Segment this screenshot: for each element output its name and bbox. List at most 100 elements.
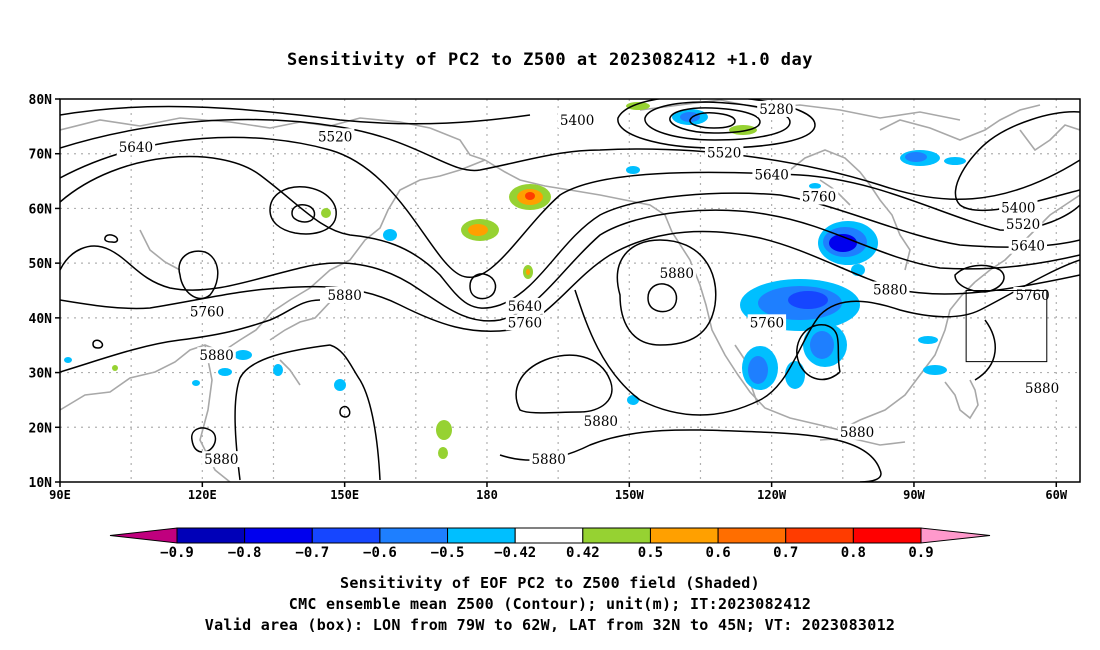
lat-label: 30N <box>29 367 53 382</box>
contour-label: 5760 <box>750 315 784 331</box>
contour-label-bg <box>325 286 364 303</box>
lat-label: 20N <box>29 421 53 436</box>
contour-label-bg <box>999 199 1038 216</box>
contour-label-bg <box>187 303 227 320</box>
colorbar-label: 0.9 <box>908 545 933 561</box>
contour-label: 5640 <box>754 168 788 184</box>
colorbar-label: 0.5 <box>638 545 663 561</box>
colorbar-bin <box>852 527 922 544</box>
colorbar-bin <box>785 527 854 544</box>
colorbar-high-triangle <box>920 527 991 544</box>
contour-label: 5520 <box>707 146 741 162</box>
contour-label: 5760 <box>190 304 224 320</box>
lat-label: 70N <box>29 148 53 163</box>
lon-label: 150W <box>615 488 645 502</box>
contour-label: 5640 <box>508 299 542 315</box>
colorbar-label: 0.8 <box>841 545 866 561</box>
contour-label-bg <box>505 297 545 314</box>
contour-label: 5760 <box>802 189 836 205</box>
colorbar-bin <box>717 527 787 544</box>
colorbar-low-triangle <box>109 527 178 544</box>
contour-label-bg <box>557 111 597 128</box>
contour-label-bg <box>197 347 236 364</box>
colorbar-label: −0.9 <box>160 545 194 561</box>
lon-label: 90W <box>903 488 925 502</box>
contour-label-bg <box>529 451 568 468</box>
lat-label: 60N <box>29 202 53 217</box>
colorbar-bin <box>311 527 381 544</box>
contour-label-bg <box>1022 379 1062 396</box>
contour-label-bg <box>837 423 877 440</box>
lon-label: 150E <box>330 488 359 502</box>
lon-label: 120W <box>757 488 787 502</box>
caption-line-3: Valid area (box): LON from 79W to 62W, L… <box>204 616 896 634</box>
colorbar-label: −0.7 <box>295 545 329 561</box>
colorbar-bin <box>447 527 516 544</box>
lat-label: 80N <box>29 93 53 108</box>
contour-label: 5880 <box>660 266 694 282</box>
lat-label: 10N <box>29 476 53 491</box>
colorbar-bin <box>244 527 313 544</box>
contour-label-bg <box>315 128 355 145</box>
contour-label-bg <box>704 144 744 161</box>
sensitivity-shading <box>64 102 966 459</box>
contour-label: 5520 <box>318 129 352 145</box>
caption-line-2: CMC ensemble mean Z500 (Contour); unit(m… <box>288 595 812 613</box>
colorbar-label: 0.42 <box>566 545 600 561</box>
colorbar-bin <box>514 527 584 544</box>
lon-label: 120E <box>188 488 217 502</box>
contour-label: 5760 <box>508 315 542 331</box>
lon-label: 60W <box>1045 488 1067 502</box>
colorbar-label: 0.6 <box>705 545 730 561</box>
contour-label: 5520 <box>1006 217 1040 233</box>
plot-frame <box>59 98 1081 483</box>
colorbar-bin <box>649 527 719 544</box>
colorbar-label: −0.42 <box>494 545 536 561</box>
contour-label: 5880 <box>204 452 238 468</box>
contour-label-bg <box>1008 237 1048 254</box>
contour-label-bg <box>752 166 791 183</box>
lat-label: 50N <box>29 257 53 272</box>
figure-caption: Sensitivity of EOF PC2 to Z500 field (Sh… <box>0 573 1100 636</box>
valid-area-box <box>965 290 1048 363</box>
coastlines <box>60 99 1080 482</box>
contour-label: 5880 <box>840 425 874 441</box>
contour-label: 5280 <box>759 102 793 118</box>
contour-label: 5880 <box>327 288 361 304</box>
contour-label: 5640 <box>1011 239 1045 255</box>
colorbar-bin <box>582 527 651 544</box>
contour-label-bg <box>747 314 787 331</box>
contour-label: 5760 <box>1015 288 1049 304</box>
lat-label: 40N <box>29 312 53 327</box>
chart-title: Sensitivity of PC2 to Z500 at 2023082412… <box>286 50 813 70</box>
colorbar-label: −0.5 <box>431 545 465 561</box>
contour-label: 5400 <box>1001 200 1035 216</box>
contour-label-bg <box>116 139 156 156</box>
contour-label: 5640 <box>119 140 153 156</box>
colorbar-label: −0.8 <box>228 545 262 561</box>
colorbar-label: −0.6 <box>363 545 397 561</box>
contour-label: 5880 <box>873 283 907 299</box>
caption-line-1: Sensitivity of EOF PC2 to Z500 field (Sh… <box>340 574 760 592</box>
contour-label-bg <box>657 265 696 282</box>
contour-label: 5880 <box>531 452 565 468</box>
contour-label-bg <box>505 314 545 331</box>
contour-label-bg <box>757 100 796 117</box>
contour-label-bg <box>202 451 241 468</box>
contour-label-bg <box>1003 215 1043 232</box>
lon-label: 180 <box>476 488 498 502</box>
contour-label: 5880 <box>584 414 618 430</box>
lon-label: 90E <box>49 488 71 502</box>
contour-label-bg <box>871 281 910 298</box>
contour-label: 5400 <box>560 113 594 129</box>
colorbar-bin <box>379 527 449 544</box>
contour-label: 5880 <box>199 348 233 364</box>
contour-label-bg <box>581 412 621 429</box>
colorbar-bin <box>176 527 246 544</box>
colorbar: −0.9 −0.8 −0.7 −0.6 −0.5 −0.42 0.42 0.5 0.6 0.7 0.… <box>109 527 991 561</box>
contour-label: 5880 <box>1025 381 1059 397</box>
colorbar-label: 0.7 <box>773 545 798 561</box>
